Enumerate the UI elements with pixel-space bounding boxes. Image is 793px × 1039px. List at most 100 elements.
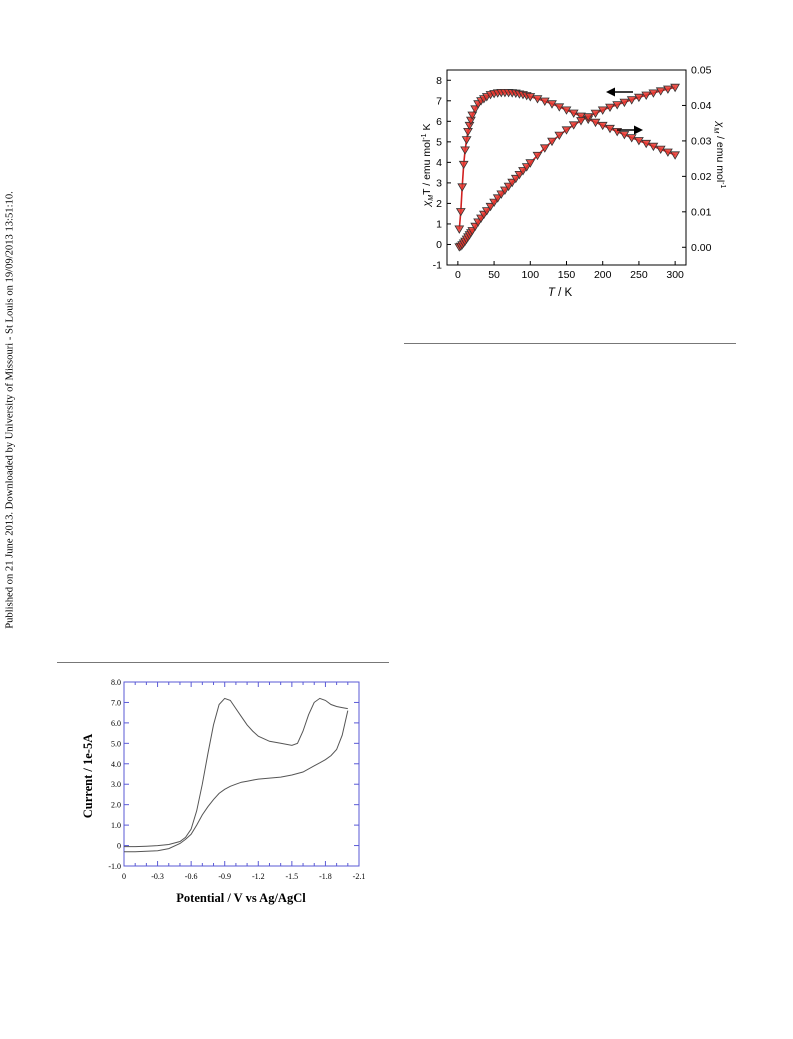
data-point-left <box>532 95 543 104</box>
x-tick-label: -1.5 <box>286 872 299 881</box>
data-point-left <box>463 127 473 137</box>
data-point-right <box>561 126 572 135</box>
data-point-left <box>641 139 652 149</box>
y-left-tick-label: -1 <box>433 260 442 272</box>
x-tick-label: 150 <box>558 269 576 281</box>
data-point-right <box>507 178 518 188</box>
y-left-tick-label: 8 <box>436 75 442 87</box>
data-point-left <box>670 151 680 160</box>
x-tick-label: 100 <box>522 269 540 281</box>
plot-frame <box>123 681 360 867</box>
data-point-left <box>655 145 666 154</box>
data-point-left <box>576 112 586 121</box>
x-tick-label: 0 <box>455 269 461 281</box>
data-point-right <box>605 103 615 112</box>
data-point-right <box>547 137 557 147</box>
y-tick-label: 4.0 <box>111 760 121 769</box>
data-point-right <box>521 163 532 172</box>
data-point-right <box>576 117 586 126</box>
data-point-left <box>626 134 637 143</box>
data-point-right <box>496 190 507 199</box>
x-tick-label: 250 <box>630 269 648 281</box>
data-point-right <box>492 194 503 203</box>
cv-trace-forward <box>124 697 348 848</box>
data-point-left <box>568 109 579 118</box>
y-left-end: K <box>421 124 433 134</box>
data-point-left <box>561 106 572 115</box>
data-point-right <box>568 121 579 130</box>
data-point-right <box>626 96 637 105</box>
y-right-chi: χ <box>714 121 726 128</box>
y-left-tick-label: 0 <box>436 239 442 251</box>
y-axis-label: Current / 1e-5A <box>81 734 95 818</box>
figure-rule-left <box>57 662 389 663</box>
x-axis-label-unit: / K <box>555 287 573 299</box>
data-point-left <box>590 118 601 128</box>
y-right-tick-label: 0.02 <box>691 171 712 183</box>
x-tick-label: 300 <box>666 269 684 281</box>
y-left-axis-label: χMT / emu mol-1 K <box>421 124 435 208</box>
x-tick-label: -2.1 <box>353 872 366 881</box>
data-point-right <box>539 144 550 153</box>
y-tick-label: 7.0 <box>111 698 121 707</box>
data-point-right <box>481 207 492 216</box>
data-point-left <box>605 124 615 134</box>
x-tick-label: -0.3 <box>151 872 164 881</box>
arrow-left-indicator <box>606 87 633 97</box>
data-point-left <box>633 137 644 146</box>
x-tick-label: -1.2 <box>252 872 265 881</box>
y-right-rest: / emu mol <box>714 133 726 182</box>
x-tick-label: -0.9 <box>218 872 231 881</box>
data-point-right <box>612 101 623 110</box>
y-left-sup: -1 <box>421 133 428 139</box>
data-point-right <box>670 83 680 93</box>
data-point-left <box>547 100 557 109</box>
y-tick-label: 8.0 <box>111 678 121 687</box>
plot-border <box>123 681 360 867</box>
data-point-left <box>455 208 466 217</box>
y-tick-label: 5.0 <box>111 739 121 748</box>
data-point-left <box>467 111 478 120</box>
y-left-tick-label: 1 <box>436 218 442 230</box>
data-point-left <box>662 148 673 157</box>
cv-traces <box>124 697 349 853</box>
y-tick-label: 1.0 <box>111 821 121 830</box>
data-point-left <box>525 93 536 102</box>
x-axis-label-var: T <box>548 287 556 299</box>
y-right-sub: M <box>712 127 719 133</box>
data-point-right <box>532 151 543 161</box>
data-point-right <box>641 91 652 100</box>
data-point-left <box>458 160 469 170</box>
y-left-chi: χ <box>421 200 433 207</box>
data-point-left <box>597 121 608 131</box>
data-point-right <box>514 170 525 180</box>
y-right-tick-label: 0.03 <box>691 135 712 147</box>
y-right-tick-label: 0.00 <box>691 242 712 254</box>
figure-rule-right <box>404 343 736 344</box>
x-tick-label: 0 <box>122 872 126 881</box>
y-tick-label: -1.0 <box>108 862 121 871</box>
data-point-left <box>619 131 630 140</box>
data-point-left <box>454 225 465 234</box>
y-left-tick-label: 2 <box>436 198 442 210</box>
data-point-right <box>633 93 644 103</box>
y-tick-label: 2.0 <box>111 801 121 810</box>
data-point-right <box>518 167 528 176</box>
data-point-right <box>503 182 514 192</box>
data-point-left <box>539 97 550 106</box>
data-point-left <box>648 142 659 152</box>
x-tick-label: -1.8 <box>319 872 332 881</box>
data-point-right <box>597 106 608 115</box>
y-right-tick-label: 0.04 <box>691 100 712 112</box>
y-left-tick-label: 7 <box>436 95 442 107</box>
x-tick-label: 50 <box>488 269 500 281</box>
y-tick-label: 0 <box>117 842 121 851</box>
y-left-rest: T / emu mol <box>421 140 433 195</box>
data-markers <box>454 83 680 252</box>
data-point-right <box>554 131 565 140</box>
arrow-right-indicator <box>617 125 643 135</box>
data-point-right <box>648 89 659 98</box>
data-point-right <box>489 198 500 207</box>
